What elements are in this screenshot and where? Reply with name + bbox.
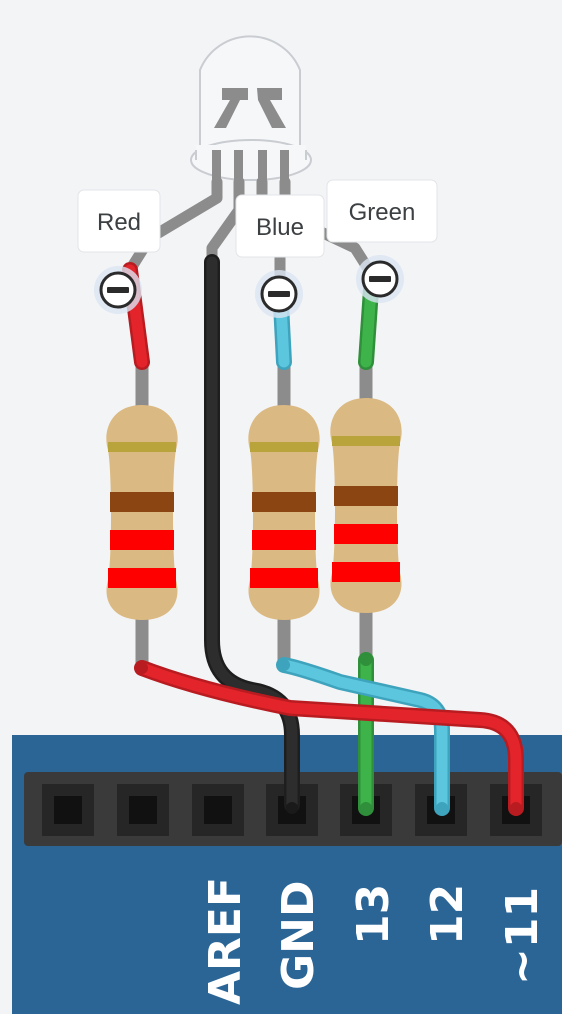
tooltip-red-label: Red xyxy=(97,209,141,236)
pin-label-11: ~11 xyxy=(497,887,548,985)
pin-label-gnd: GND xyxy=(273,881,324,990)
socket-aref xyxy=(192,784,244,836)
tooltip-green-label: Green xyxy=(349,199,416,226)
board-edge xyxy=(0,735,12,1014)
resistor-blue xyxy=(248,405,320,620)
tooltip-blue-label: Blue xyxy=(256,214,304,241)
remove-handle-blue[interactable] xyxy=(255,270,303,318)
minus-icon xyxy=(107,287,129,293)
resistor-legs-top xyxy=(135,355,373,419)
tooltip-red: Red xyxy=(77,189,161,253)
pin-label-aref: AREF xyxy=(200,877,251,1005)
minus-icon xyxy=(369,276,391,282)
rgb-led xyxy=(190,35,312,184)
socket xyxy=(117,784,169,836)
resistor-green xyxy=(330,398,402,613)
remove-handle-red[interactable] xyxy=(94,266,142,314)
tooltip-green: Green xyxy=(326,179,438,243)
resistor-legs-bottom xyxy=(135,598,373,675)
socket xyxy=(42,784,94,836)
pin-label-12: 12 xyxy=(422,884,473,945)
resistor-red xyxy=(106,405,178,620)
wires xyxy=(122,254,524,816)
pin-label-13: 13 xyxy=(348,884,399,945)
wire-ends xyxy=(136,654,522,814)
remove-handle-green[interactable] xyxy=(356,255,404,303)
tooltip-blue: Blue xyxy=(235,194,325,258)
minus-icon xyxy=(268,291,290,297)
